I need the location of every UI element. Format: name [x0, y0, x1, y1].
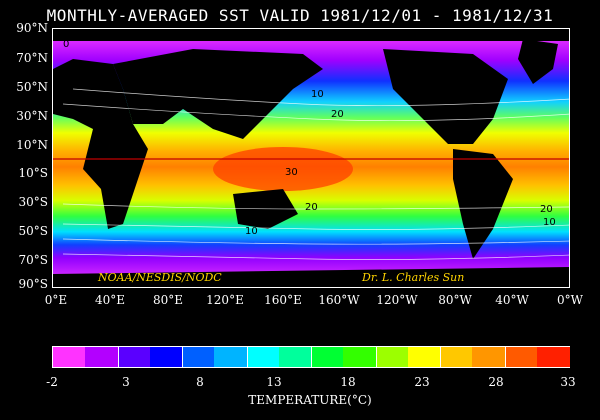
isotherm-line — [62, 103, 569, 122]
lat-label: 30°N — [16, 109, 48, 123]
colorbar-segment — [407, 347, 441, 367]
lat-label: 90°S — [18, 277, 49, 291]
europe-asia-west-land — [53, 59, 133, 139]
colorbar-segment — [311, 347, 345, 367]
africa-land — [83, 124, 148, 229]
lon-label: 160°E — [264, 293, 302, 307]
colorbar-label: TEMPERATURE(°C) — [248, 393, 372, 407]
contour-label: 20 — [331, 109, 344, 120]
credit-author: Dr. L. Charles Sun — [362, 271, 465, 284]
contour-label: 10 — [311, 89, 324, 100]
lat-label: 90°N — [16, 21, 48, 35]
greenland-land — [518, 39, 558, 84]
lon-label: 40°E — [94, 293, 126, 307]
lat-label: 30°S — [18, 195, 49, 209]
colorbar-tick: 18 — [340, 375, 356, 389]
north-america-land — [383, 49, 508, 144]
contour-label: 10 — [543, 217, 556, 228]
isotherm-contours — [62, 88, 569, 260]
contour-labels: 10 20 30 20 10 20 10 0 — [63, 39, 556, 237]
colorbar-segment — [149, 347, 183, 367]
colorbar-tick: 8 — [196, 375, 204, 389]
arctic-land — [53, 29, 569, 41]
map-title: MONTHLY-AVERAGED SST VALID 1981/12/01 - … — [46, 6, 554, 25]
colorbar-tick: 23 — [414, 375, 430, 389]
sst-map: 10 20 30 20 10 20 10 0 — [52, 28, 570, 288]
colorbar-segment — [214, 347, 247, 367]
lon-label: 0°E — [44, 293, 68, 307]
south-america-land — [453, 149, 513, 259]
colorbar-tick: 28 — [488, 375, 504, 389]
warm-pool — [213, 147, 353, 191]
contour-label: 0 — [63, 39, 69, 50]
colorbar-segment — [117, 347, 152, 367]
lat-label: 10°S — [18, 166, 49, 180]
colorbar-tick: 33 — [560, 375, 576, 389]
colorbar-segment — [278, 347, 312, 367]
contour-label: 30 — [285, 167, 298, 178]
lat-label: 70°S — [18, 253, 49, 267]
colorbar-segment — [343, 347, 376, 367]
lon-label: 80°W — [438, 293, 472, 307]
colorbar-segment — [182, 347, 216, 367]
lon-label: 40°W — [495, 293, 529, 307]
isotherm-line — [62, 223, 569, 230]
isotherm-line — [72, 88, 569, 107]
antarctica-land — [53, 267, 569, 287]
colorbar-segment — [53, 347, 86, 367]
lon-label: 0°W — [557, 293, 583, 307]
lat-label: 10°N — [16, 138, 48, 152]
isotherm-line — [62, 238, 569, 245]
colorbar-tick: -2 — [46, 375, 58, 389]
isotherm-line — [62, 253, 569, 260]
land-masses — [53, 29, 569, 287]
colorbar-segment — [504, 347, 539, 367]
lon-label: 160°W — [318, 293, 360, 307]
contour-label: 20 — [540, 204, 553, 215]
colorbar-tick: 3 — [122, 375, 130, 389]
lon-label: 120°E — [206, 293, 244, 307]
lon-label: 80°E — [152, 293, 184, 307]
credit-organization: NOAA/NESDIS/NODC — [98, 271, 222, 284]
colorbar-tick: 13 — [266, 375, 282, 389]
lat-label: 50°N — [16, 80, 48, 94]
contour-label: 10 — [245, 226, 258, 237]
sst-map-canvas: 10 20 30 20 10 20 10 0 — [53, 29, 569, 287]
colorbar-segment — [246, 347, 281, 367]
lat-label: 50°S — [18, 224, 49, 238]
colorbar-segment — [440, 347, 474, 367]
colorbar-segment — [536, 347, 570, 367]
temperature-colorbar — [52, 346, 570, 368]
isotherm-line — [62, 203, 569, 210]
colorbar-segment — [85, 347, 118, 367]
contour-label: 20 — [305, 202, 318, 213]
colorbar-segment — [472, 347, 505, 367]
lat-label: 70°N — [16, 51, 48, 65]
asia-land — [113, 49, 323, 139]
colorbar-segment — [375, 347, 410, 367]
lon-label: 120°W — [376, 293, 418, 307]
